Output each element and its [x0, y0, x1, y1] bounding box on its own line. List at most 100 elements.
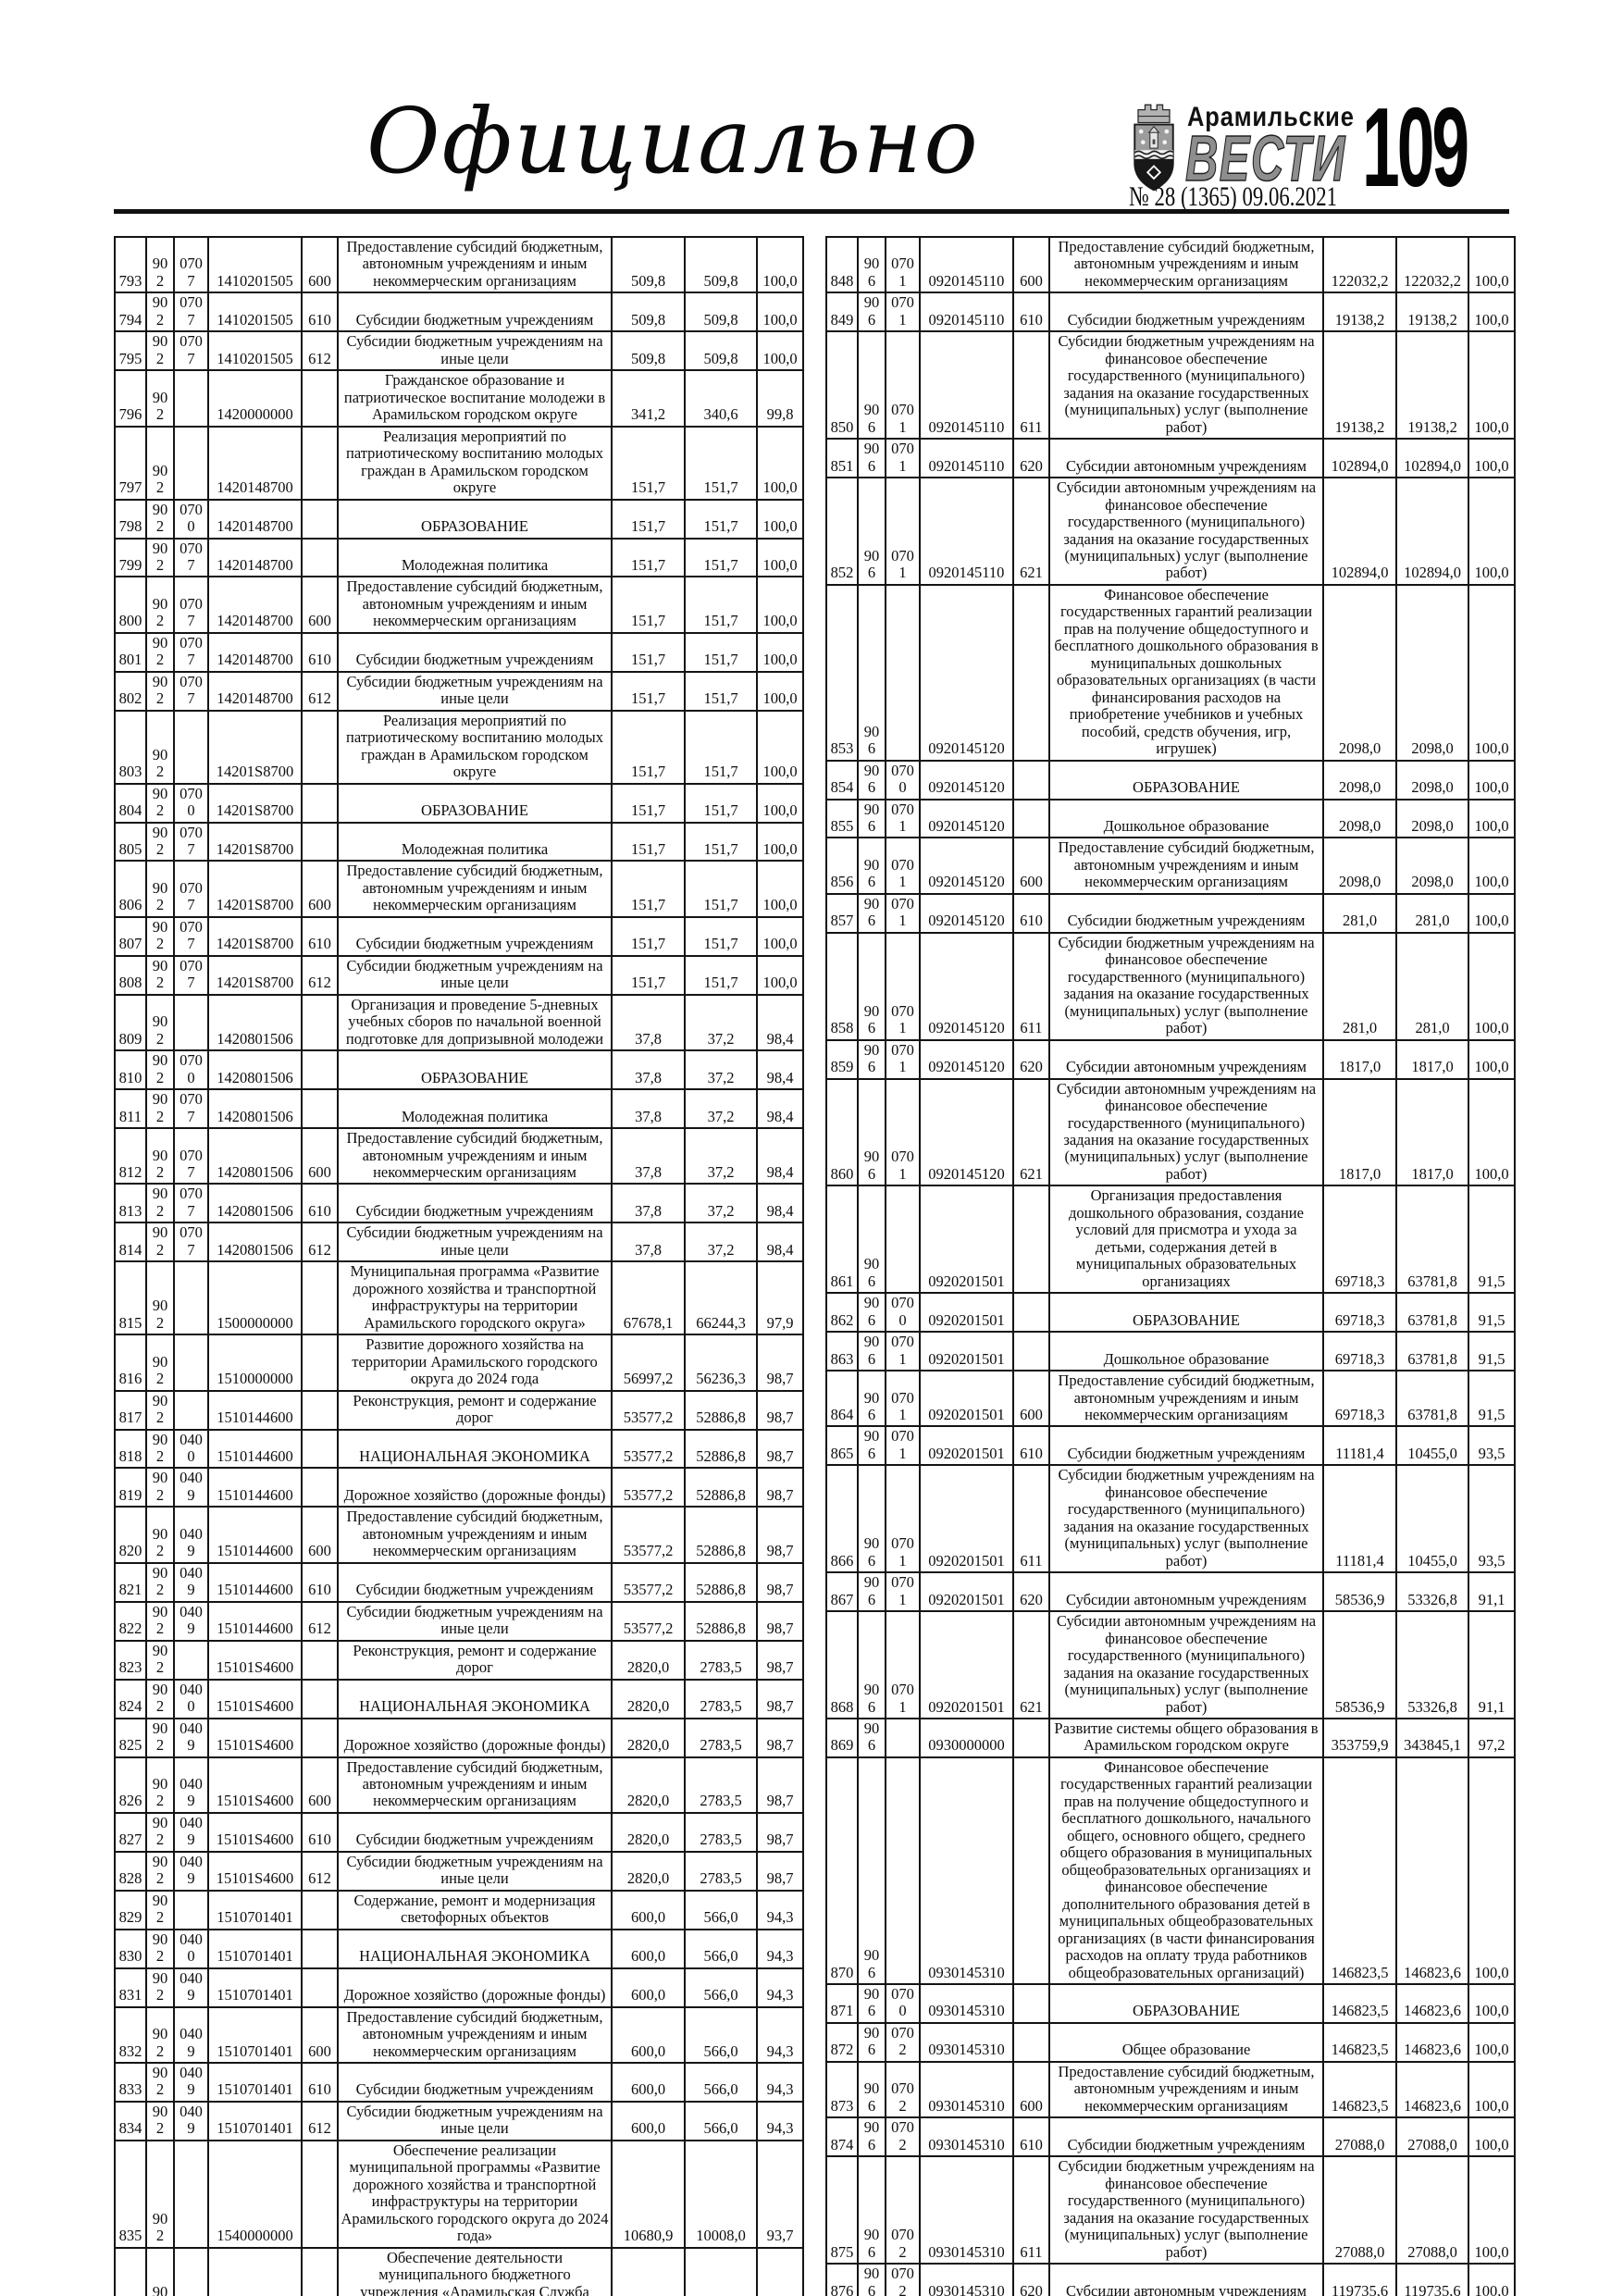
- cell-row-number: 815: [114, 1260, 147, 1336]
- cell-approved-amount: 151,7: [611, 631, 686, 673]
- cell-grbs-code: 902: [145, 537, 175, 578]
- cell-expense-name: Субсидии бюджетным учреждениям на финанс…: [1048, 931, 1324, 1041]
- cell-approved-amount: 119735,6: [1322, 2263, 1397, 2296]
- cell-execution-percent: 100,0: [756, 670, 804, 712]
- cell-approved-amount: 122032,2: [1322, 235, 1397, 294]
- cell-expense-name: Предоставление субсидий бюджетным, автон…: [337, 1756, 613, 1814]
- cell-approved-amount: 102894,0: [1322, 438, 1397, 479]
- cell-target-article-code: 0920145120: [919, 931, 1014, 1041]
- cell-approved-amount: 10680,9: [611, 2139, 686, 2249]
- cell-grbs-code: 906: [857, 2021, 886, 2063]
- cell-expense-name: Субсидии автономным учреждениям на финан…: [1048, 1077, 1324, 1187]
- cell-approved-amount: 1817,0: [1322, 1038, 1397, 1080]
- cell-grbs-code: 902: [145, 1467, 175, 1508]
- cell-approved-amount: 600,0: [611, 2100, 686, 2141]
- table-row: 859 906 0701 0920145120 620 Субсидии авт…: [825, 1038, 1516, 1080]
- cell-section-code: 0409: [173, 1561, 209, 1603]
- cell-approved-amount: 69718,3: [1322, 1370, 1397, 1428]
- cell-row-number: 867: [825, 1571, 859, 1613]
- cell-expense-type-code: [301, 1334, 339, 1392]
- cell-grbs-code: 906: [857, 1185, 886, 1295]
- cell-row-number: 830: [114, 1928, 147, 1969]
- cell-target-article-code: 0920145120: [919, 759, 1014, 800]
- cell-expense-name: Дошкольное образование: [1048, 798, 1324, 839]
- cell-approved-amount: 281,0: [1322, 892, 1397, 934]
- cell-expense-type-code: 621: [1012, 477, 1050, 586]
- cell-expense-name: Дорожное хозяйство (дорожные фонды): [337, 1467, 613, 1508]
- table-row: 803 902 14201S8700 Реализация мероприяти…: [114, 709, 804, 785]
- cell-expense-type-code: 610: [301, 1811, 339, 1853]
- table-row: 800 902 0707 1420148700 600 Предоставлен…: [114, 576, 804, 634]
- cell-expense-type-code: [301, 1260, 339, 1336]
- cell-execution-percent: 94,3: [756, 1889, 804, 1930]
- cell-expense-name: ОБРАЗОВАНИЕ: [337, 1049, 613, 1091]
- cell-section-code: 0700: [885, 1292, 921, 1334]
- cell-section-code: 0701: [885, 1370, 921, 1428]
- cell-execution-percent: 100,0: [1468, 1077, 1516, 1187]
- cell-row-number: 866: [825, 1464, 859, 1574]
- cell-section-code: 0400: [173, 1428, 209, 1470]
- cell-expense-name: Обеспечение деятельности муниципального …: [337, 2246, 613, 2296]
- cell-execution-percent: 98,4: [756, 1049, 804, 1091]
- cell-execution-percent: 100,0: [1468, 477, 1516, 586]
- cell-executed-amount: 10455,0: [1395, 1425, 1469, 1467]
- cell-row-number: 868: [825, 1610, 859, 1719]
- cell-approved-amount: 600,0: [611, 2005, 686, 2065]
- cell-target-article-code: 1540101105: [207, 2246, 303, 2296]
- cell-expense-type-code: 600: [301, 235, 339, 294]
- cell-row-number: 826: [114, 1756, 147, 1814]
- cell-executed-amount: 66244,3: [684, 1260, 758, 1336]
- cell-approved-amount: 37,8: [611, 1088, 686, 1130]
- table-row: 827 902 0409 15101S4600 610 Субсидии бюд…: [114, 1811, 804, 1853]
- cell-executed-amount: 122032,2: [1395, 235, 1469, 294]
- cell-execution-percent: 100,0: [1468, 798, 1516, 839]
- cell-approved-amount: 37,8: [611, 1127, 686, 1185]
- cell-target-article-code: 0930145310: [919, 2060, 1014, 2119]
- cell-executed-amount: 566,0: [684, 2100, 758, 2141]
- cell-executed-amount: 1817,0: [1395, 1077, 1469, 1187]
- cell-section-code: 0701: [885, 931, 921, 1041]
- cell-executed-amount: 340,6: [684, 369, 758, 428]
- cell-execution-percent: 100,0: [1468, 931, 1516, 1041]
- cell-grbs-code: 906: [857, 1464, 886, 1574]
- cell-target-article-code: 0920145110: [919, 438, 1014, 479]
- cell-expense-name: Субсидии автономным учреждениям: [1048, 438, 1324, 479]
- masthead-name-bottom: ВЕСТИ: [1184, 122, 1346, 194]
- cell-expense-name: Субсидии автономным учреждениям: [1048, 1038, 1324, 1080]
- cell-execution-percent: 100,0: [1468, 2263, 1516, 2296]
- cell-expense-name: Субсидии бюджетным учреждениям на финанс…: [1048, 2155, 1324, 2265]
- table-row: 826 902 0409 15101S4600 600 Предоставлен…: [114, 1756, 804, 1814]
- cell-target-article-code: 1420801506: [207, 1222, 303, 1263]
- cell-target-article-code: 1510144600: [207, 1561, 303, 1603]
- cell-target-article-code: 1420801506: [207, 1049, 303, 1091]
- cell-expense-name: Муниципальная программа «Развитие дорожн…: [337, 1260, 613, 1336]
- cell-executed-amount: 56236,3: [684, 1334, 758, 1392]
- cell-approved-amount: 151,7: [611, 425, 686, 501]
- table-row: 868 906 0701 0920201501 621 Субсидии авт…: [825, 1610, 1516, 1719]
- cell-expense-name: Субсидии бюджетным учреждениям на иные ц…: [337, 1600, 613, 1642]
- cell-grbs-code: 906: [857, 1077, 886, 1187]
- cell-expense-type-code: 620: [1012, 1571, 1050, 1613]
- table-row: 810 902 0700 1420801506 ОБРАЗОВАНИЕ 37,8…: [114, 1049, 804, 1091]
- cell-execution-percent: 94,3: [756, 2062, 804, 2103]
- cell-section-code: 0707: [173, 576, 209, 634]
- cell-executed-amount: 151,7: [684, 782, 758, 824]
- cell-executed-amount: 37,2: [684, 1183, 758, 1224]
- cell-executed-amount: 52886,8: [684, 1428, 758, 1470]
- cell-target-article-code: 15101S4600: [207, 1850, 303, 1892]
- cell-expense-type-code: [301, 1467, 339, 1508]
- table-row: 812 902 0707 1420801506 600 Предоставлен…: [114, 1127, 804, 1185]
- table-row: 829 902 1510701401 Содержание, ремонт и …: [114, 1889, 804, 1930]
- cell-grbs-code: 902: [145, 235, 175, 294]
- cell-grbs-code: 902: [145, 1428, 175, 1470]
- table-row: 823 902 15101S4600 Реконструкция, ремонт…: [114, 1639, 804, 1681]
- cell-expense-name: Субсидии бюджетным учреждениям: [1048, 1425, 1324, 1467]
- cell-grbs-code: 902: [145, 2139, 175, 2249]
- table-row: 797 902 1420148700 Реализация мероприяти…: [114, 425, 804, 501]
- cell-section-code: 0707: [173, 1183, 209, 1224]
- cell-expense-name: Субсидии бюджетным учреждениям на финанс…: [1048, 330, 1324, 441]
- cell-section-code: 0700: [173, 782, 209, 824]
- cell-approved-amount: 37,8: [611, 1183, 686, 1224]
- cell-expense-name: Дорожное хозяйство (дорожные фонды): [337, 1967, 613, 2008]
- cell-approved-amount: 146823,5: [1322, 2021, 1397, 2063]
